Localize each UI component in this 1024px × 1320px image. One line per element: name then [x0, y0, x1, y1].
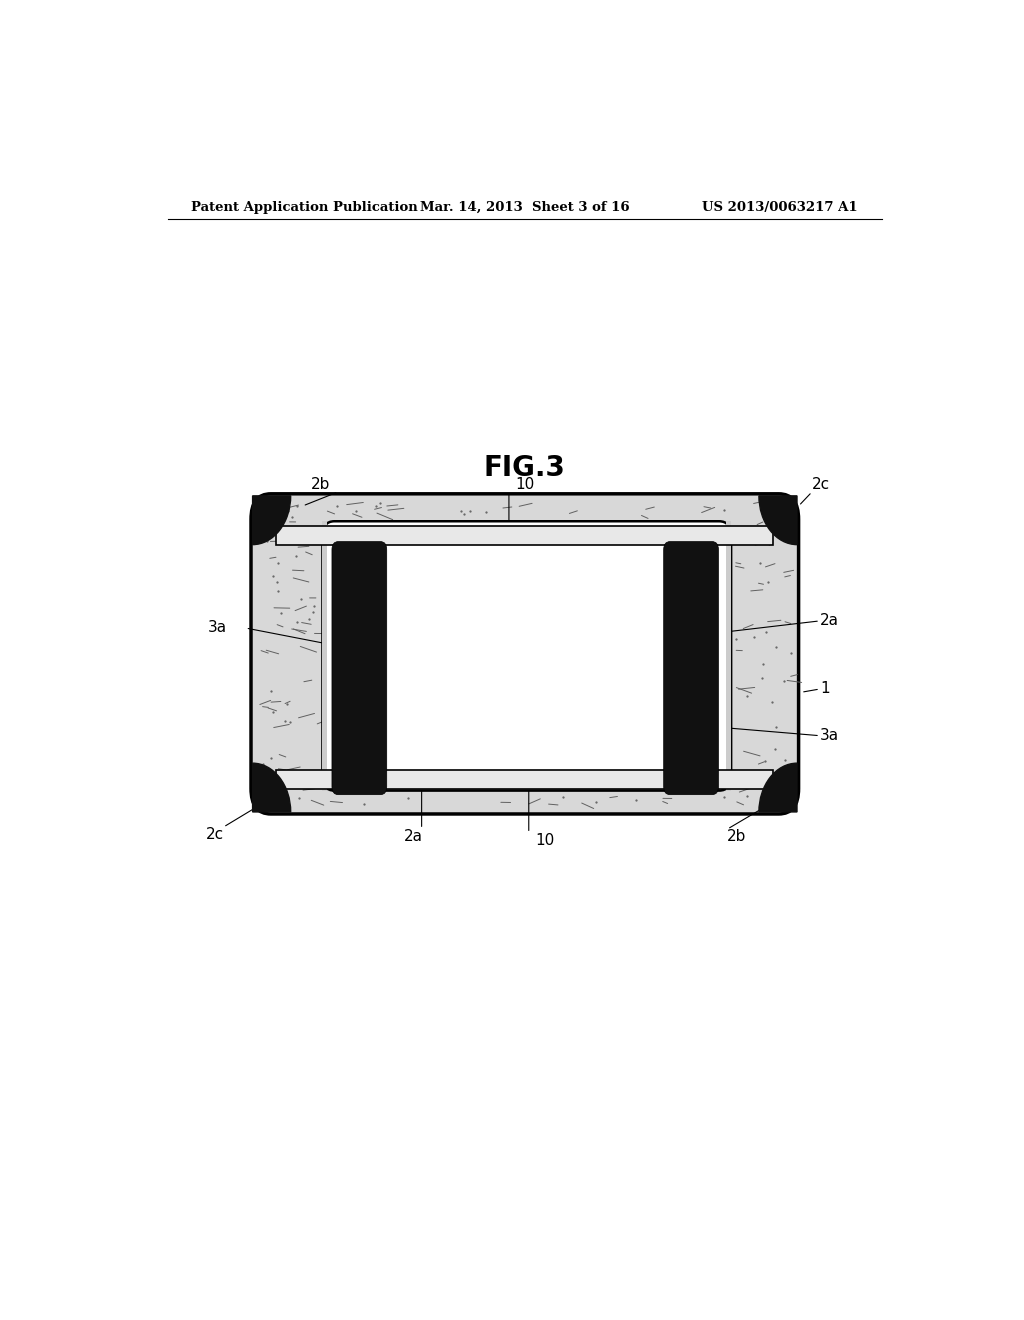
Wedge shape: [253, 763, 291, 812]
FancyBboxPatch shape: [323, 521, 731, 791]
Text: FIG.3: FIG.3: [484, 454, 565, 482]
Bar: [276, 771, 773, 788]
Text: US 2013/0063217 A1: US 2013/0063217 A1: [702, 201, 858, 214]
FancyBboxPatch shape: [332, 541, 387, 795]
Text: Mar. 14, 2013  Sheet 3 of 16: Mar. 14, 2013 Sheet 3 of 16: [420, 201, 630, 214]
Text: 2a: 2a: [404, 829, 423, 845]
Text: 2b: 2b: [311, 477, 331, 492]
Text: 3a: 3a: [820, 729, 839, 743]
Text: 10: 10: [535, 833, 554, 849]
Text: 2a: 2a: [820, 614, 839, 628]
Wedge shape: [253, 496, 291, 545]
Text: 2c: 2c: [206, 828, 224, 842]
Text: 2b: 2b: [727, 829, 746, 845]
Text: 10: 10: [515, 477, 535, 492]
Text: 2c: 2c: [812, 477, 830, 492]
Text: 1: 1: [820, 681, 829, 697]
Wedge shape: [759, 763, 797, 812]
Bar: [323, 521, 328, 791]
FancyBboxPatch shape: [251, 494, 799, 814]
Wedge shape: [759, 496, 797, 545]
Text: 3a: 3a: [207, 620, 226, 635]
FancyBboxPatch shape: [664, 541, 719, 795]
Bar: [276, 527, 773, 545]
Text: Patent Application Publication: Patent Application Publication: [191, 201, 418, 214]
Bar: [726, 521, 731, 791]
